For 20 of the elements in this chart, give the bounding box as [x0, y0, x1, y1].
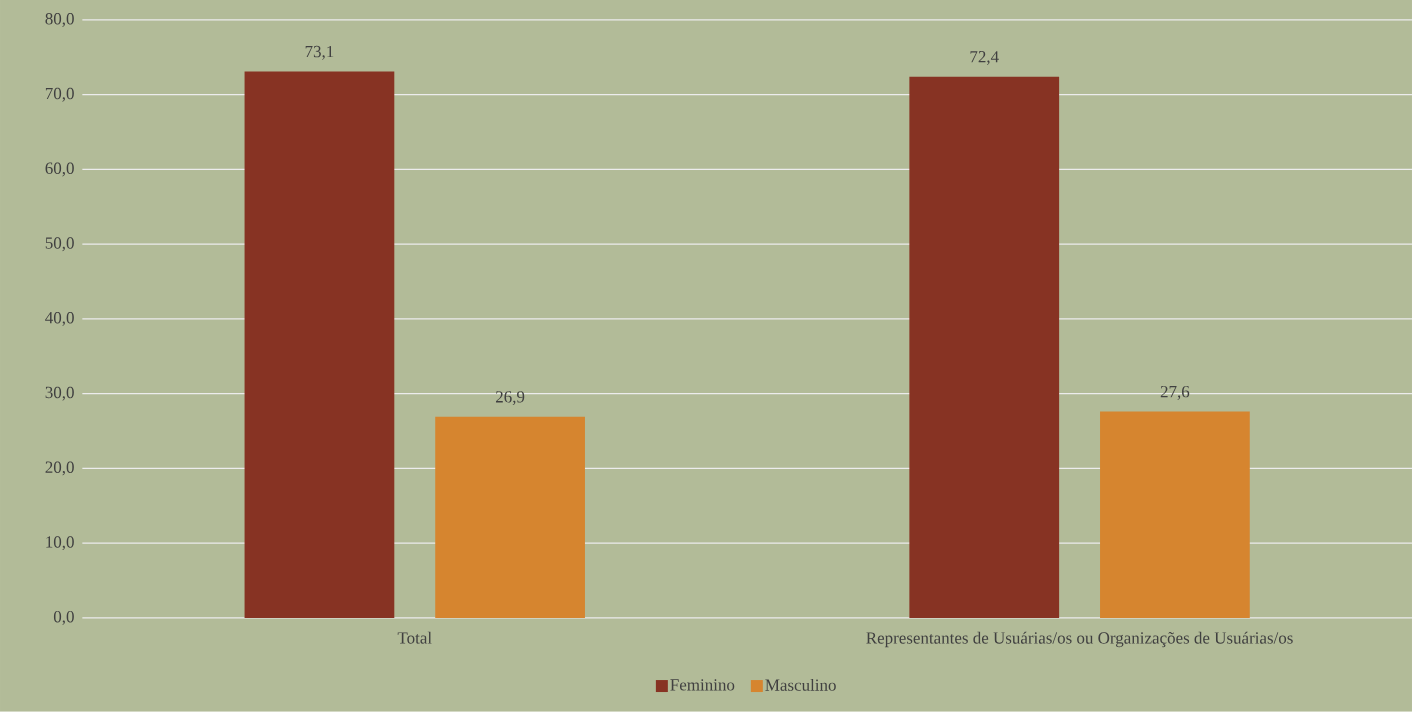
bar [909, 76, 1060, 619]
y-tick-label: 40,0 [45, 312, 74, 326]
y-tick-label: 60,0 [45, 162, 74, 177]
y-tick-label: 20,0 [45, 461, 74, 476]
y-tick-label: 0,0 [53, 611, 74, 625]
bar [435, 416, 585, 619]
bar [244, 71, 395, 619]
x-tick-label: Total [397, 631, 432, 644]
data-label: 73,1 [305, 45, 334, 60]
y-tick-label: 80,0 [45, 13, 74, 28]
y-tick-label: 10,0 [46, 536, 74, 551]
y-tick-label: 50,0 [45, 237, 74, 252]
bar [1100, 411, 1250, 619]
y-tick-label: 70,0 [45, 87, 74, 102]
data-label: 72,4 [970, 51, 999, 66]
legend-label: Masculino [765, 679, 836, 691]
legend-label: Feminino [670, 679, 735, 691]
data-label: 26,9 [495, 391, 525, 406]
y-tick-label: 30,0 [45, 386, 74, 401]
x-tick-label: Representantes de Usuárias/os ou Organizações de Usuárias/os [866, 631, 1293, 648]
